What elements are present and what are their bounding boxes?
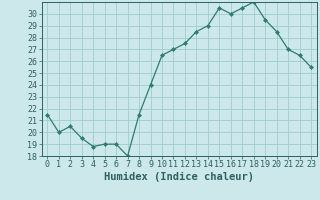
X-axis label: Humidex (Indice chaleur): Humidex (Indice chaleur) — [104, 172, 254, 182]
